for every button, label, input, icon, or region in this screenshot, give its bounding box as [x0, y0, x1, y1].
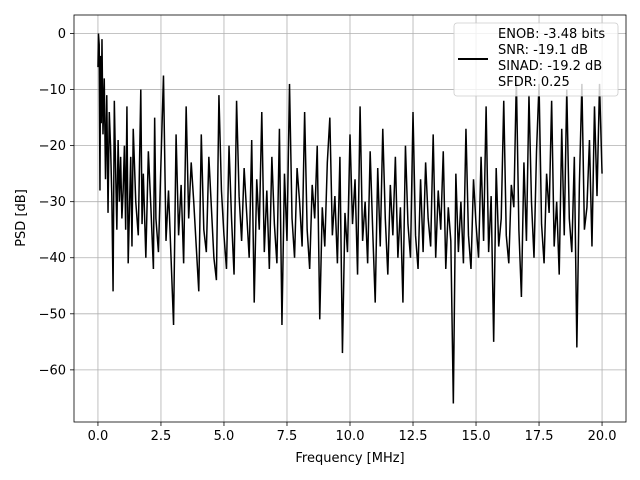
y-tick-label: −60 — [39, 363, 66, 378]
y-tick-label: −10 — [39, 83, 66, 98]
x-axis-ticks: 0.0 2.5 5.0 7.5 10.0 12.5 15.0 17.5 20.0 — [88, 422, 617, 444]
x-tick-label: 17.5 — [525, 429, 554, 444]
y-tick-label: −50 — [39, 307, 66, 322]
legend-label-snr: SNR: -19.1 dB — [498, 43, 588, 58]
x-tick-label: 7.5 — [277, 429, 298, 444]
y-tick-label: −20 — [39, 139, 66, 154]
x-tick-label: 12.5 — [399, 429, 428, 444]
y-tick-label: −40 — [39, 251, 66, 266]
y-axis-ticks: 0 −10 −20 −30 −40 −50 −60 — [39, 27, 74, 378]
x-tick-label: 20.0 — [588, 429, 617, 444]
x-tick-label: 10.0 — [336, 429, 365, 444]
x-tick-label: 0.0 — [88, 429, 109, 444]
x-tick-label: 5.0 — [214, 429, 235, 444]
x-tick-label: 2.5 — [151, 429, 172, 444]
x-axis-label: Frequency [MHz] — [295, 451, 404, 466]
legend-label-enob: ENOB: -3.48 bits — [498, 27, 605, 42]
y-axis-label: PSD [dB] — [14, 189, 29, 247]
y-tick-label: 0 — [58, 27, 66, 42]
x-tick-label: 15.0 — [462, 429, 491, 444]
legend-box — [453, 22, 619, 97]
psd-series-line — [97, 33, 603, 404]
series-group — [97, 33, 603, 404]
legend-label-sfdr: SFDR: 0.25 — [498, 75, 570, 90]
legend-label-sinad: SINAD: -19.2 dB — [498, 59, 602, 74]
legend: ENOB: -3.48 bits SNR: -19.1 dB SINAD: -1… — [453, 22, 619, 97]
y-tick-label: −30 — [39, 195, 66, 210]
